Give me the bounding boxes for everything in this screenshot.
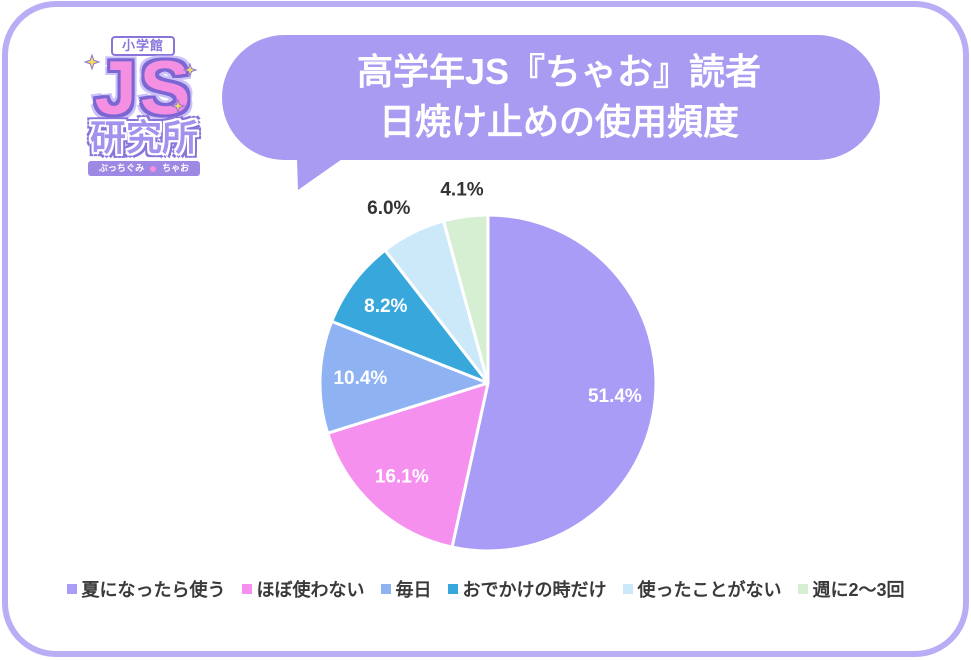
- pie-data-label: 10.4%: [333, 368, 387, 389]
- pie-data-labels: 51.4% 16.1% 10.4% 8.2% 6.0% 4.1%: [333, 179, 641, 487]
- legend-item: 週に2～3回: [798, 576, 905, 602]
- pie-data-label: 51.4%: [588, 386, 642, 407]
- pie: [318, 213, 658, 553]
- title-bubble-tail: [296, 130, 355, 190]
- chart-title: 高学年JS『ちゃお』読者 日焼け止めの使用頻度: [240, 47, 878, 147]
- logo-mark: JS: [94, 46, 194, 131]
- legend-label: おでかけの時だけ: [462, 580, 607, 600]
- legend-label: 毎日: [395, 580, 432, 600]
- legend-swatch: [242, 584, 253, 594]
- pie-slice: [318, 319, 490, 435]
- legend-label: 週に2～3回: [812, 580, 905, 600]
- pie-slice: [330, 248, 490, 385]
- pie-slice: [450, 213, 658, 553]
- pie-data-label: 16.1%: [375, 467, 429, 488]
- chart-title-line: 高学年JS『ちゃお』読者: [356, 51, 762, 92]
- legend-item: ほぼ使わない: [242, 576, 364, 602]
- logo-label: 研究所: [89, 117, 198, 158]
- title-bubble-body: [222, 35, 880, 160]
- sparkle-icon: [182, 62, 198, 78]
- logo-magazine: ちゃお: [162, 163, 190, 173]
- legend: 夏になったら使う ほぼ使わない 毎日 おでかけの時だけ 使ったことがない 週に2…: [36, 577, 936, 601]
- legend-label: 使ったことがない: [637, 580, 782, 600]
- band-dot-icon: [150, 165, 157, 172]
- legend-item: 使ったことがない: [623, 576, 781, 602]
- legend-swatch: [67, 584, 78, 594]
- legend-label: 夏になったら使う: [81, 580, 226, 600]
- chart-title-line: 日焼け止めの使用頻度: [378, 101, 739, 142]
- title-bubble: [222, 35, 880, 190]
- pie-data-label: 6.0%: [367, 198, 410, 219]
- legend-item: 毎日: [381, 576, 431, 602]
- sparkle-icon: [170, 98, 186, 114]
- pie-data-label: 4.1%: [440, 179, 483, 200]
- pie-data-label: 8.2%: [364, 296, 407, 317]
- legend-swatch: [381, 584, 392, 594]
- legend-label: ほぼ使わない: [256, 580, 365, 600]
- pie-slice: [442, 213, 490, 385]
- legend-item: 夏になったら使う: [67, 576, 225, 602]
- logo: 小学館 JS 研究所 ぷっちぐみ ちゃお: [80, 34, 208, 180]
- logo-publisher: 小学館: [111, 36, 175, 56]
- sparkles: [83, 53, 198, 114]
- logo-magazine: ぷっちぐみ: [98, 163, 145, 173]
- legend-item: おでかけの時だけ: [448, 576, 606, 602]
- logo-band: ぷっちぐみ ちゃお: [88, 161, 200, 176]
- legend-swatch: [448, 584, 459, 594]
- legend-swatch: [623, 584, 634, 594]
- sparkle-icon: [83, 53, 101, 71]
- legend-swatch: [798, 584, 809, 594]
- pie-slice: [326, 381, 490, 549]
